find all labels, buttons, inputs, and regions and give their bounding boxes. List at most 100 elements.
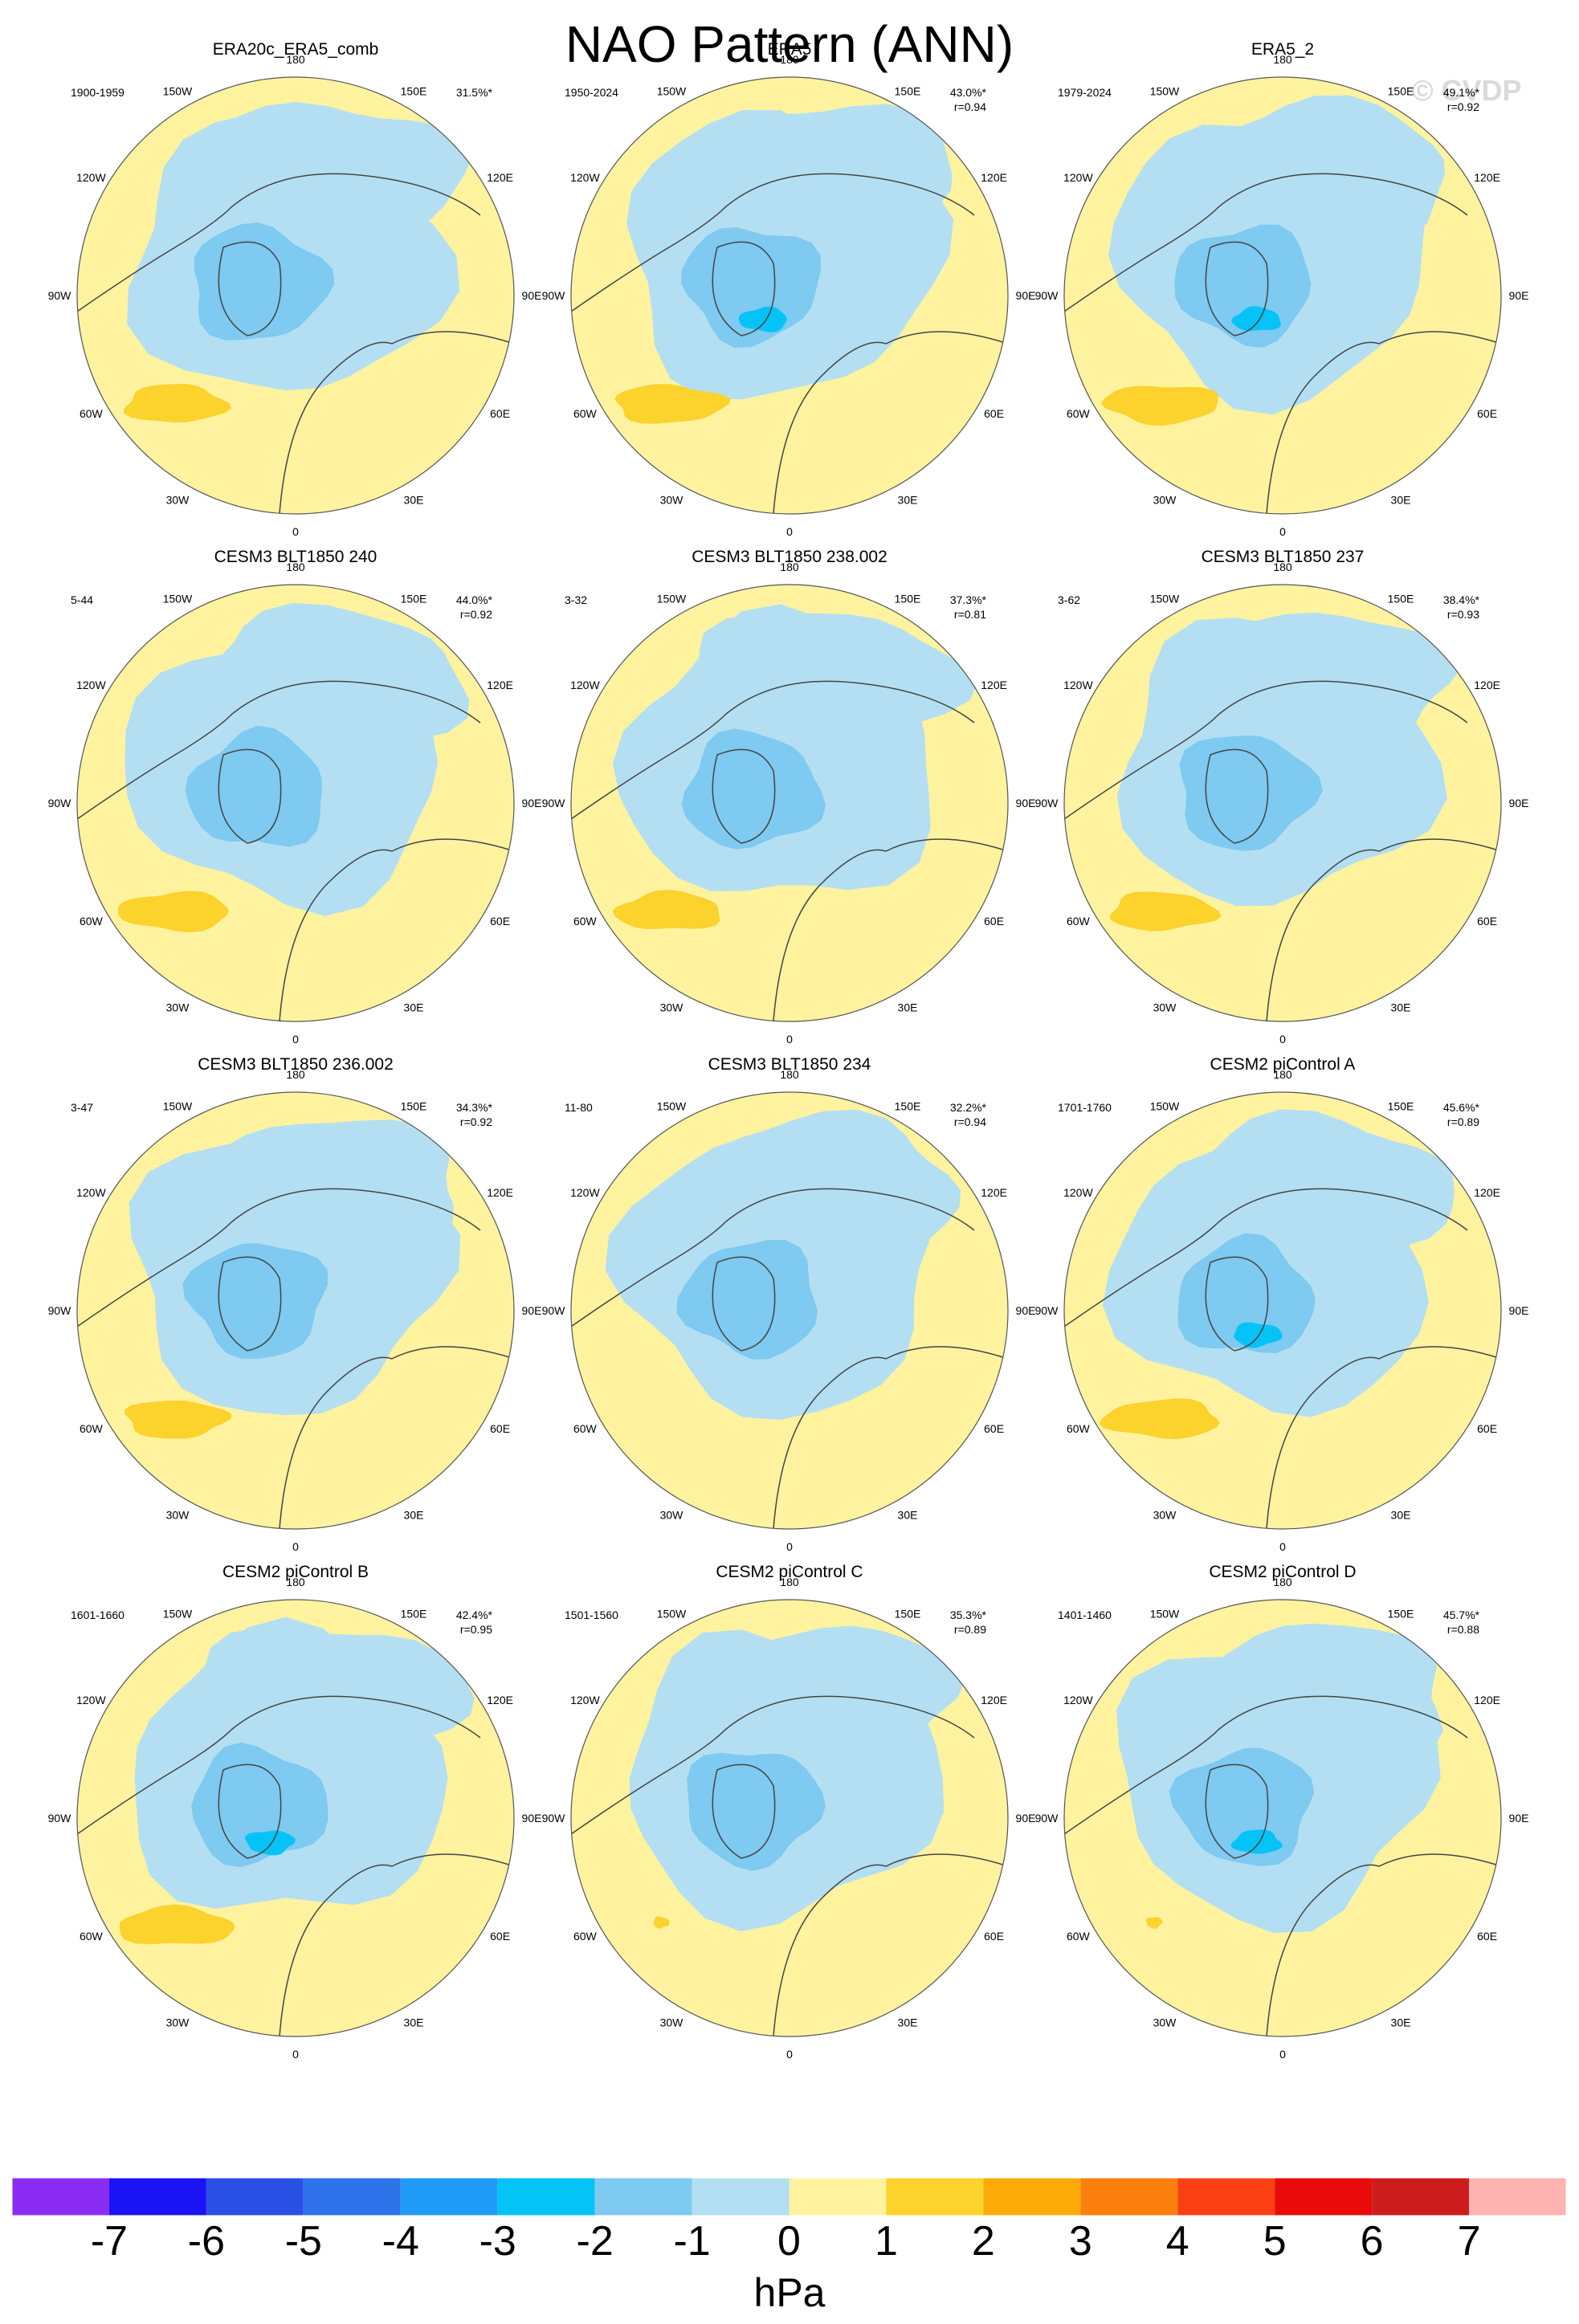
longitude-tick-label: 30W: [166, 494, 190, 507]
longitude-tick-label: 60E: [1477, 915, 1497, 928]
contour-plus-1: [1099, 1398, 1220, 1440]
contour-minus-4: [1230, 1829, 1283, 1854]
longitude-tick-label: 90W: [48, 289, 72, 302]
panel-variance-pct: 38.4%*: [1443, 593, 1480, 606]
contour-plus-1: [614, 384, 731, 424]
longitude-tick-label: 150W: [1150, 1607, 1180, 1620]
longitude-tick-label: 120E: [487, 679, 513, 691]
longitude-tick-label: 120E: [981, 1186, 1007, 1199]
coastline: [77, 1695, 481, 1835]
panel-title: CESM2 piControl A: [1210, 1055, 1356, 1074]
contour-minus-2: [681, 728, 826, 850]
longitude-tick-label: 90W: [542, 289, 566, 302]
longitude-tick-label: 120E: [981, 679, 1007, 691]
coastline: [77, 680, 481, 820]
colorbar-swatch: [1275, 2178, 1373, 2216]
map-border: [76, 76, 515, 515]
panel-pattern-correlation: r=0.88: [1447, 1623, 1479, 1636]
coastline: [1064, 680, 1468, 820]
longitude-tick-label: 30W: [660, 2016, 684, 2029]
longitude-tick-label: 0: [1279, 1033, 1286, 1046]
longitude-tick-label: 90W: [48, 797, 72, 809]
longitude-tick-label: 120W: [76, 1186, 106, 1199]
longitude-tick-label: 30W: [660, 1001, 684, 1014]
longitude-tick-label: 180: [780, 53, 799, 66]
longitude-tick-label: 120E: [1474, 679, 1500, 691]
map-border: [570, 584, 1009, 1022]
longitude-tick-label: 30E: [404, 1001, 424, 1014]
colorbar-tick-label: 5: [1263, 2218, 1287, 2265]
panel-title: CESM3 BLT1850 237: [1202, 548, 1365, 566]
longitude-tick-label: 0: [1279, 1540, 1286, 1553]
longitude-tick-label: 120W: [570, 679, 600, 691]
longitude-tick-label: 120E: [981, 171, 1007, 184]
coastline: [773, 1853, 1008, 2037]
panel-period: 1601-1660: [71, 1608, 124, 1621]
colorbar-swatch: [497, 2178, 595, 2216]
colorbar-tick-label: -5: [285, 2218, 322, 2265]
contour-minus-2: [676, 1239, 818, 1360]
coastline: [773, 331, 1008, 514]
panel-variance-pct: 44.0%*: [456, 593, 493, 606]
longitude-tick-label: 150E: [895, 1607, 921, 1620]
coastline: [77, 1188, 481, 1327]
longitude-tick-label: 150E: [895, 1099, 921, 1112]
contour-minus-1: [679, 104, 953, 257]
longitude-tick-label: 180: [286, 1576, 305, 1588]
longitude-tick-label: 150W: [657, 1607, 687, 1620]
longitude-tick-label: 180: [286, 53, 305, 66]
colorbar-tick-label: 4: [1166, 2218, 1189, 2265]
longitude-tick-label: 30W: [166, 1001, 190, 1014]
longitude-tick-label: 150W: [1150, 84, 1180, 97]
longitude-tick-label: 0: [1279, 525, 1286, 538]
map-border: [76, 1091, 515, 1530]
longitude-tick-label: 90E: [522, 1812, 542, 1825]
longitude-tick-label: 180: [780, 1068, 799, 1081]
longitude-tick-label: 90E: [522, 289, 542, 302]
greenland-outline: [218, 1763, 282, 1859]
colorbar-swatch: [594, 2178, 692, 2216]
longitude-tick-label: 150E: [1388, 1607, 1414, 1620]
panel-pattern-correlation: r=0.94: [954, 1115, 986, 1128]
chart-title: NAO Pattern (ANN): [565, 15, 1014, 73]
panel-variance-pct: 45.6%*: [1443, 1101, 1480, 1114]
coastline: [1064, 1695, 1468, 1835]
longitude-tick-label: 60W: [573, 1422, 598, 1435]
longitude-tick-label: 60E: [1477, 1930, 1497, 1943]
contour-plus-1: [1109, 891, 1222, 932]
greenland-outline: [218, 748, 282, 844]
colorbar-tick-label: 7: [1458, 2218, 1481, 2265]
longitude-tick-label: 120E: [1474, 171, 1500, 184]
colorbar-tick-label: -2: [577, 2218, 614, 2265]
coastline: [1064, 1188, 1468, 1327]
longitude-tick-label: 0: [786, 1033, 793, 1046]
colorbar-swatch: [1080, 2178, 1178, 2216]
colorbar-swatch: [983, 2178, 1081, 2216]
longitude-tick-label: 90E: [1509, 1304, 1529, 1317]
longitude-tick-label: 0: [292, 1033, 299, 1046]
longitude-tick-label: 30W: [166, 2016, 190, 2029]
longitude-tick-label: 30E: [898, 494, 918, 507]
longitude-tick-label: 120W: [1063, 171, 1093, 184]
longitude-tick-label: 150W: [1150, 1099, 1180, 1112]
contour-minus-2: [194, 222, 335, 340]
panel-variance-pct: 43.0%*: [950, 86, 987, 99]
panel-variance-pct: 42.4%*: [456, 1608, 493, 1621]
colorbar-swatch: [108, 2178, 206, 2216]
panel-period: 1401-1460: [1058, 1608, 1112, 1621]
longitude-tick-label: 180: [1273, 561, 1292, 573]
longitude-tick-label: 30W: [1153, 2016, 1177, 2029]
colorbar-tick-label: 2: [972, 2218, 995, 2265]
panel-variance-pct: 37.3%*: [950, 593, 987, 606]
longitude-tick-label: 120E: [1474, 1186, 1500, 1199]
longitude-tick-label: 60E: [490, 1930, 510, 1943]
panel-variance-pct: 45.7%*: [1443, 1608, 1480, 1621]
longitude-tick-label: 0: [786, 1540, 793, 1553]
coastline: [1266, 838, 1501, 1021]
longitude-tick-label: 120W: [76, 1694, 106, 1706]
map-border: [570, 76, 1009, 515]
panel-title: CESM3 BLT1850 238.002: [692, 548, 887, 566]
panel-title: CESM2 piControl B: [222, 1563, 369, 1581]
